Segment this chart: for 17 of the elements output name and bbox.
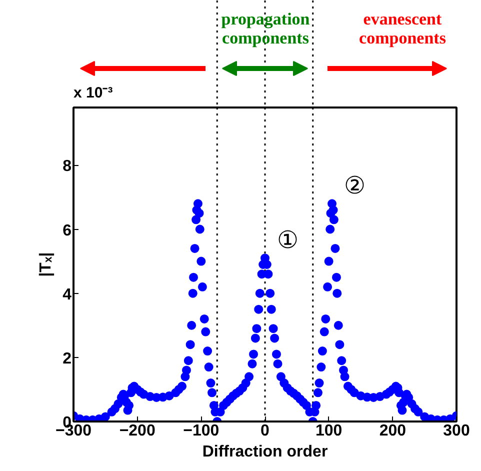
- x-tick-label: 200: [379, 422, 406, 440]
- annotation: ①: [277, 227, 299, 254]
- text: evanescent components: [359, 10, 446, 48]
- annotation: ②: [344, 172, 366, 200]
- y-tick-label: 2: [62, 350, 72, 368]
- y-axis-title: |Tₓ|: [38, 252, 55, 277]
- y-tick-label: 6: [62, 222, 72, 240]
- y-tick-label: 4: [62, 286, 72, 304]
- x-tick-label: −100: [183, 422, 220, 440]
- x-tick-label: 100: [315, 422, 342, 440]
- x-tick-label: 0: [260, 422, 270, 440]
- x-tick-label: 300: [443, 422, 470, 440]
- text: x 10⁻³: [74, 84, 113, 102]
- text: propagation components: [221, 10, 310, 48]
- y-tick-label: 8: [62, 158, 72, 176]
- x-axis-title: Diffraction order: [202, 444, 328, 460]
- x-tick-label: −200: [119, 422, 156, 440]
